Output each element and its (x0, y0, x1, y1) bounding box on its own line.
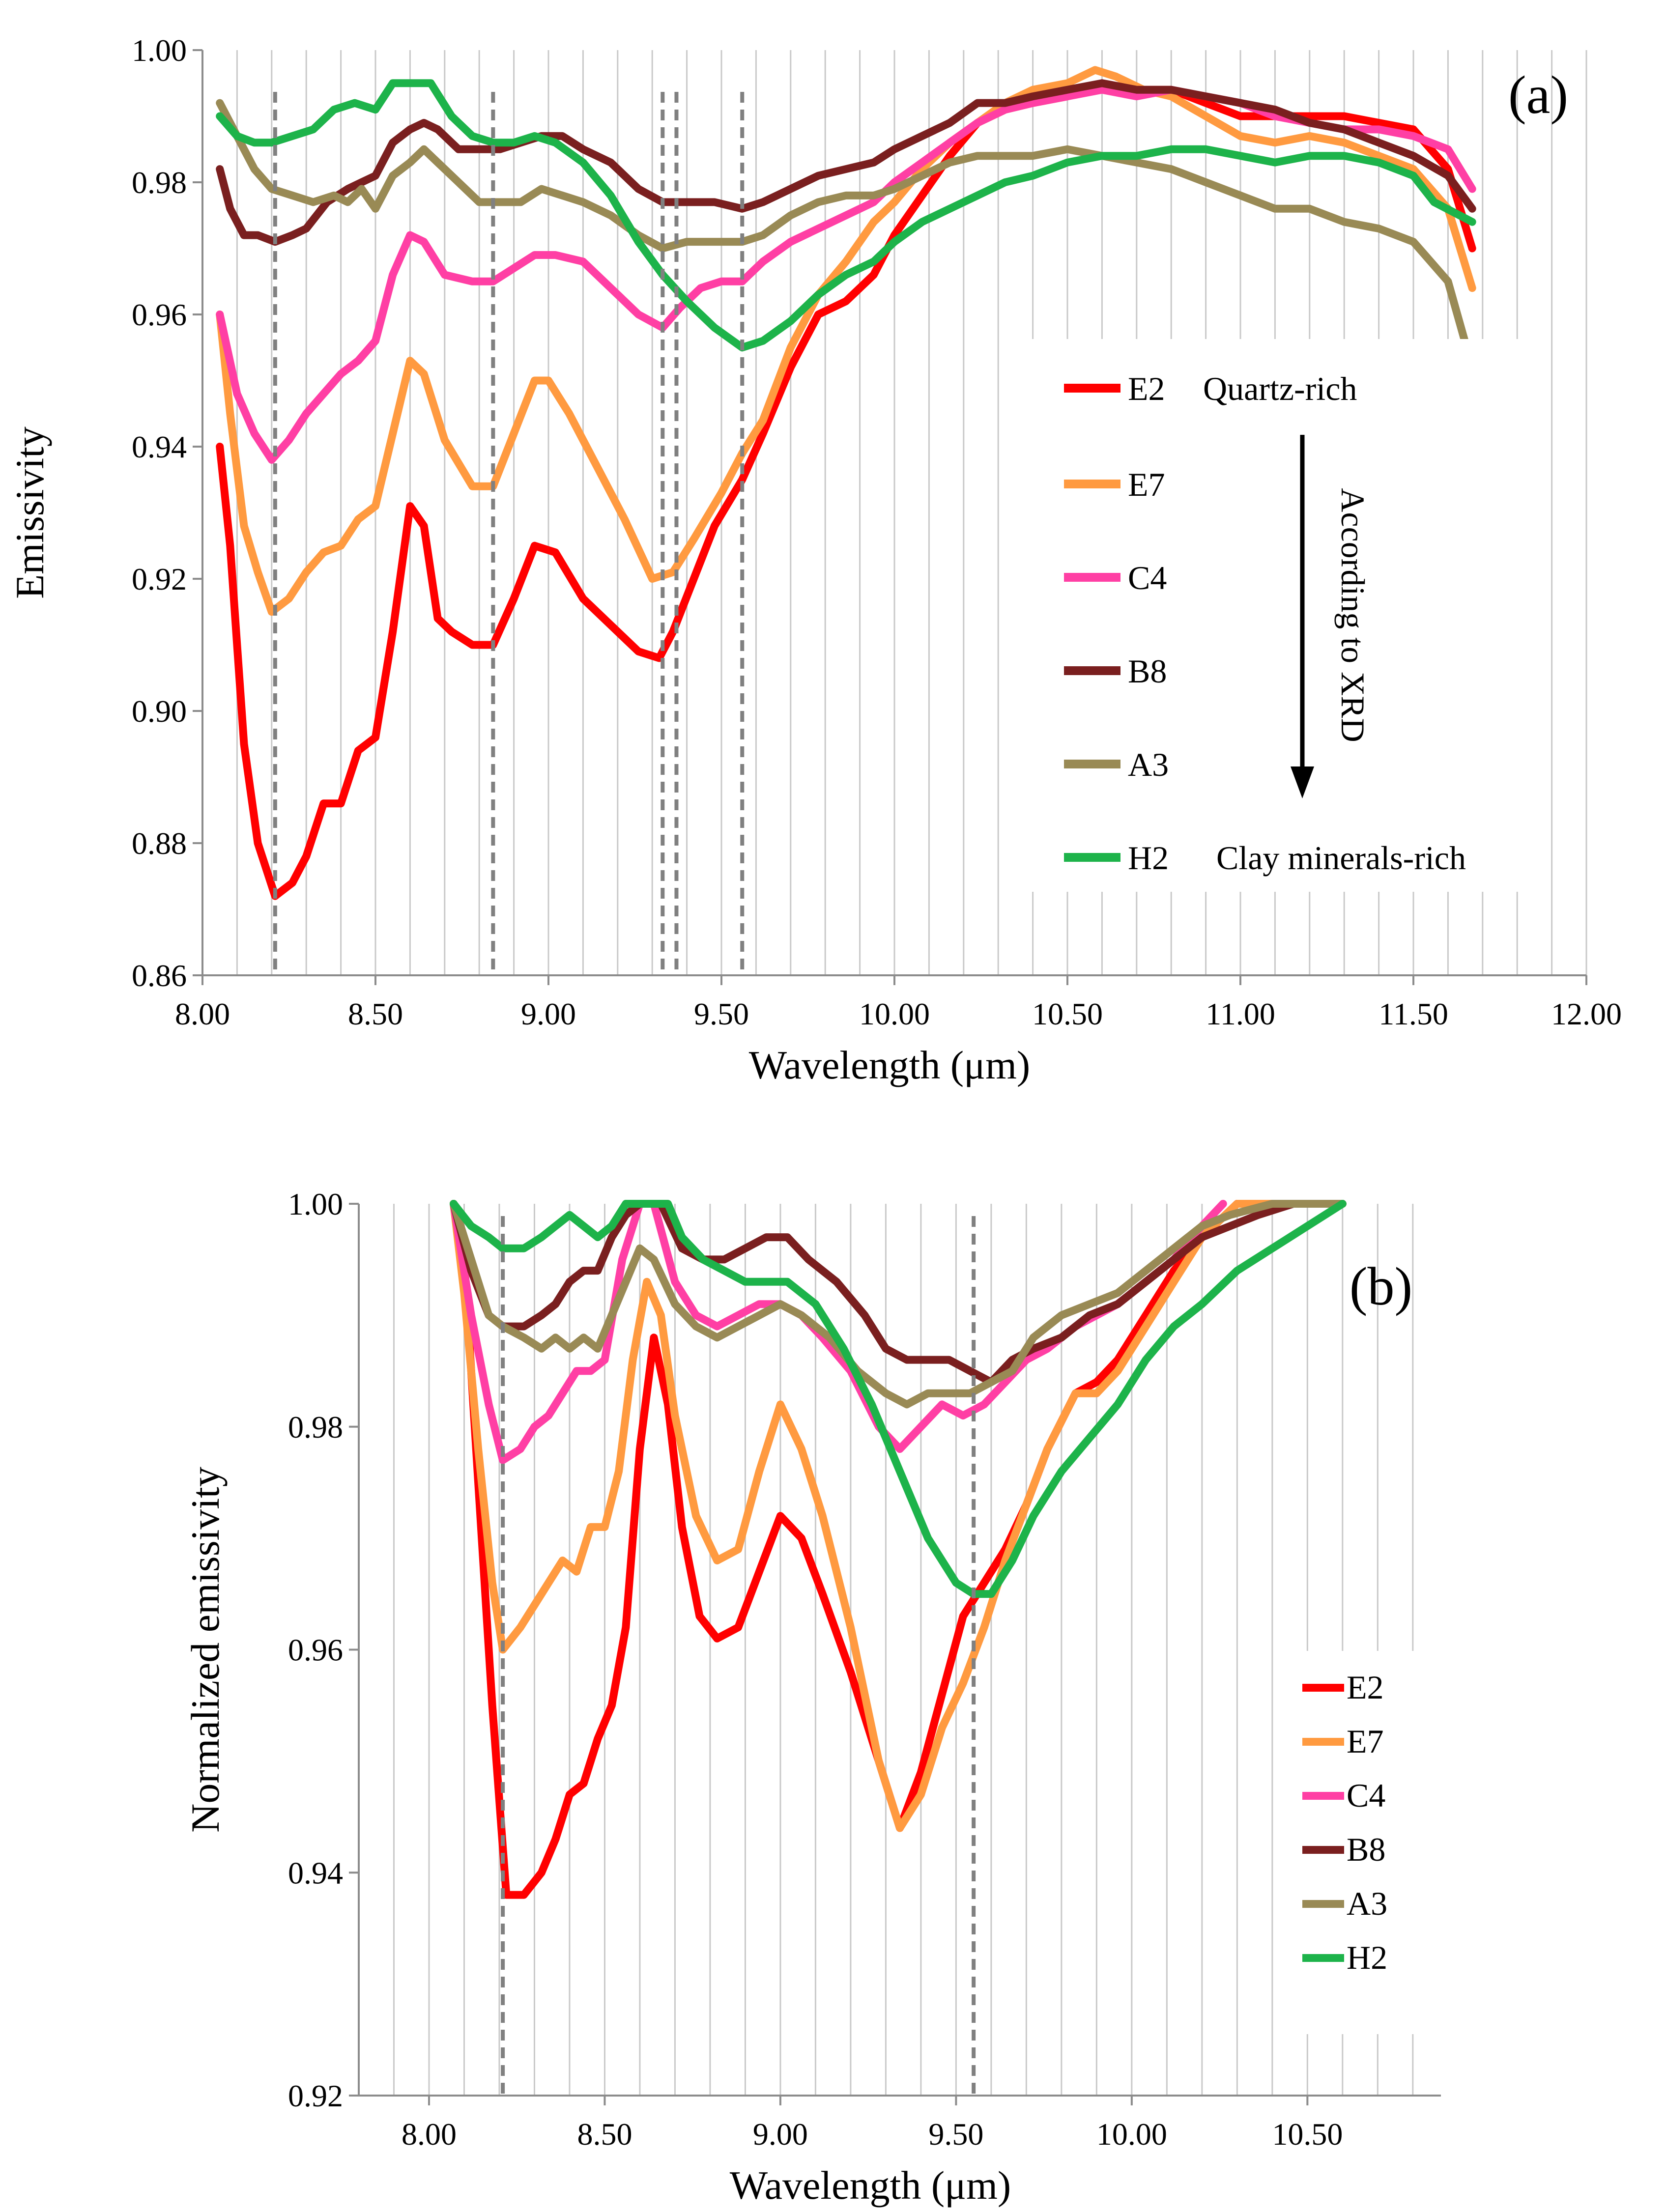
legend-box (1032, 339, 1548, 892)
legend-label-b8: B8 (1128, 652, 1167, 690)
x-axis-title: Wavelength (μm) (749, 1043, 1030, 1087)
legend-label-a3: A3 (1128, 746, 1169, 783)
panel-label: (a) (1508, 65, 1568, 125)
y-tick-label: 0.88 (132, 826, 187, 861)
series-group (216, 66, 1476, 900)
legend-label-e7: E7 (1347, 1723, 1384, 1760)
x-tick-label: 8.00 (402, 2117, 457, 2152)
x-tick-label: 10.50 (1272, 2117, 1343, 2152)
series-line-h2 (450, 1200, 1347, 1598)
legend-label-h2: H2 (1128, 839, 1169, 877)
y-tick-label: 0.98 (288, 1410, 343, 1445)
x-tick-label: 8.50 (577, 2117, 632, 2152)
x-tick-label: 12.00 (1551, 996, 1622, 1031)
legend-label-c4: C4 (1347, 1777, 1385, 1814)
legend-label-a3: A3 (1347, 1885, 1387, 1922)
y-axis-title: Emissivity (7, 426, 52, 599)
series-line-b8 (450, 1200, 1347, 1386)
reference-lines (501, 1216, 976, 2096)
legend: E2 E7 C4 B8 A3 H2 (1297, 1651, 1445, 2034)
x-tick-label: 10.00 (1096, 2117, 1167, 2152)
legend-label-e7: E7 (1128, 466, 1165, 503)
series-line-e2 (450, 1200, 1347, 1899)
y-tick-label: 0.92 (132, 562, 187, 596)
y-axis-title: Normalized emissivity (183, 1467, 228, 1833)
y-tick-label: 0.86 (132, 958, 187, 993)
panel-a: 0.86 0.88 0.90 0.92 0.94 0.96 0.98 1.00 8.00 8.50… (7, 33, 1622, 1087)
y-tick-label: 0.94 (132, 429, 187, 464)
y-tick-label: 0.92 (288, 2078, 343, 2113)
panel-b: 0.92 0.94 0.96 0.98 1.00 8.00 8.50 9.00 9.50 10.0… (183, 1187, 1445, 2208)
series-line-b8 (216, 79, 1476, 246)
x-tick-label: 10.00 (859, 996, 930, 1031)
y-tick-label: 0.94 (288, 1855, 343, 1890)
x-axis-title: Wavelength (μm) (730, 2163, 1011, 2208)
panel-label: (b) (1350, 1256, 1412, 1316)
legend-label-h2: H2 (1347, 1939, 1387, 1976)
annotation-xrd: According to XRD (1334, 488, 1372, 742)
legend-label-b8: B8 (1347, 1831, 1385, 1868)
x-tick-label: 8.00 (175, 996, 230, 1031)
x-tick-label: 11.50 (1379, 996, 1448, 1031)
y-tick-label: 1.00 (132, 33, 187, 68)
series-line-e7 (450, 1200, 1347, 1832)
series-line-a3 (216, 99, 1476, 371)
xrd-arrow-head (1291, 766, 1314, 798)
x-tick-label: 8.50 (348, 996, 403, 1031)
reference-lines (273, 92, 745, 975)
x-tick-label: 9.50 (928, 2117, 983, 2152)
legend-label-c4: C4 (1128, 559, 1167, 596)
series-line-e7 (216, 66, 1476, 616)
y-tick-label: 0.90 (132, 694, 187, 729)
y-tick-label: 0.96 (132, 297, 187, 332)
annotation-quartz-rich: Quartz-rich (1203, 370, 1357, 407)
y-tick-label: 0.98 (132, 165, 187, 200)
series-group (450, 1200, 1347, 1899)
legend-label-e2: E2 (1128, 370, 1165, 407)
x-tick-label: 9.50 (694, 996, 749, 1031)
legend-label-e2: E2 (1347, 1669, 1384, 1706)
x-tick-label: 9.00 (521, 996, 576, 1031)
annotation-clay-rich: Clay minerals-rich (1216, 839, 1466, 877)
y-tick-label: 0.96 (288, 1633, 343, 1668)
legend: E2 E7 C4 B8 A3 H2 Quartz-rich Clay minerals-ric… (1032, 339, 1548, 892)
legend-box (1297, 1651, 1445, 2034)
x-tick-label: 9.00 (753, 2117, 808, 2152)
series-line-a3 (450, 1200, 1347, 1409)
x-tick-label: 10.50 (1032, 996, 1103, 1031)
y-tick-label: 1.00 (288, 1187, 343, 1221)
x-tick-label: 11.00 (1206, 996, 1275, 1031)
